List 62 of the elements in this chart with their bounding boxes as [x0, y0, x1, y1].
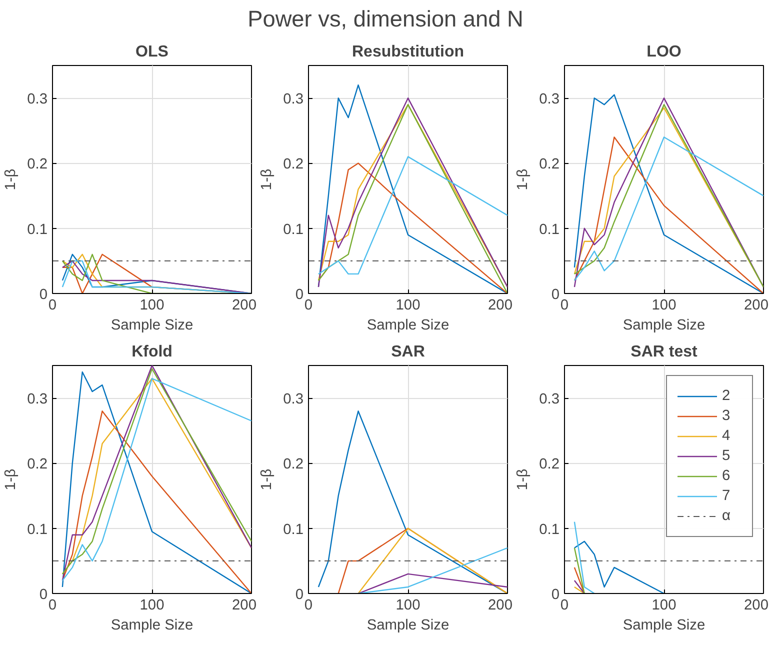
x-tick-label: 200	[232, 298, 257, 314]
y-tick-label: 0	[295, 287, 304, 303]
chart-title: LOO	[646, 44, 682, 60]
legend-label: 7	[722, 488, 732, 504]
x-axis-title: Sample Size	[622, 618, 706, 634]
x-tick-label: 100	[396, 298, 420, 314]
x-tick-label: 200	[744, 598, 769, 614]
x-tick-label: 200	[488, 598, 513, 614]
y-axis-title: 1-β	[3, 168, 20, 190]
text: Power vs, dimension and N	[248, 6, 524, 32]
y-tick-label: 0	[39, 287, 48, 303]
x-axis-title: Sample Size	[110, 318, 194, 334]
legend-label: α	[722, 508, 732, 524]
y-tick-label: 0.1	[27, 222, 48, 238]
y-tick-label: 0.3	[27, 92, 48, 108]
x-axis-title: Sample Size	[366, 618, 450, 634]
x-tick-label: 100	[140, 298, 164, 314]
y-tick-label: 0.2	[539, 456, 560, 473]
y-tick-label: 0	[295, 587, 304, 603]
chart-title: Kfold	[132, 344, 172, 360]
chart-title: Resubstitution	[352, 44, 464, 60]
y-tick-label: 0.1	[539, 222, 560, 238]
legend-label: 5	[722, 448, 732, 464]
x-tick-label: 100	[140, 598, 164, 614]
y-tick-label: 0.3	[283, 92, 304, 108]
legend-label: 4	[722, 428, 732, 444]
y-tick-label: 0.2	[283, 156, 304, 173]
y-tick-label: 0.3	[539, 92, 560, 108]
legend-label: 3	[722, 408, 732, 424]
y-tick-label: 0.3	[283, 392, 304, 408]
y-tick-label: 0.2	[27, 156, 48, 173]
y-tick-label: 0.2	[27, 456, 48, 473]
y-tick-label: 0.1	[283, 522, 304, 538]
x-tick-label: 200	[488, 298, 513, 314]
x-tick-label: 200	[232, 598, 257, 614]
y-axis-title: 1-β	[259, 468, 276, 490]
y-tick-label: 0.1	[539, 522, 560, 538]
legend-label: 2	[722, 388, 732, 404]
y-tick-label: 0.1	[27, 522, 48, 538]
y-tick-label: 0	[551, 587, 560, 603]
y-tick-label: 0	[39, 587, 48, 603]
x-axis-title: Sample Size	[622, 318, 706, 334]
chart-title: OLS	[136, 44, 169, 60]
y-tick-label: 0	[551, 287, 560, 303]
y-axis-title: 1-β	[259, 168, 276, 190]
x-tick-label: 100	[652, 598, 676, 614]
y-axis-title: 1-β	[515, 468, 532, 490]
x-tick-label: 200	[744, 298, 769, 314]
x-tick-label: 100	[652, 298, 676, 314]
y-tick-label: 0.2	[283, 456, 304, 473]
y-tick-label: 0.2	[539, 156, 560, 173]
x-tick-label: 100	[396, 598, 420, 614]
y-tick-label: 0.3	[539, 392, 560, 408]
y-axis-title: 1-β	[515, 168, 532, 190]
chart-title: SAR test	[630, 344, 698, 360]
chart-title: SAR	[391, 344, 426, 360]
y-tick-label: 0.3	[27, 392, 48, 408]
legend-label: 6	[722, 468, 732, 484]
x-axis-title: Sample Size	[366, 318, 450, 334]
y-tick-label: 0.1	[283, 222, 304, 238]
y-axis-title: 1-β	[3, 468, 20, 490]
x-axis-title: Sample Size	[110, 618, 194, 634]
